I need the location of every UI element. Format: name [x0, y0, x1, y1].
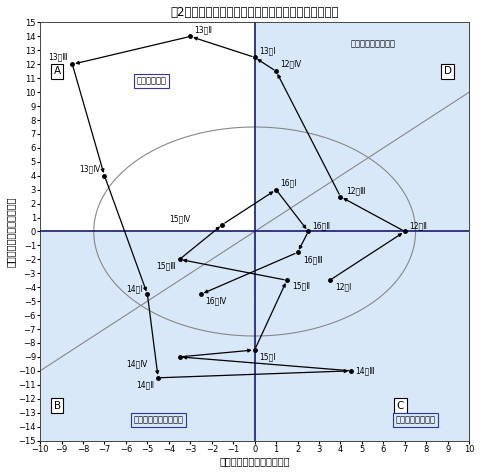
Text: 16年Ⅰ: 16年Ⅰ	[280, 178, 297, 187]
Text: 14年Ⅲ: 14年Ⅲ	[356, 366, 375, 375]
Text: 在庫調整局面: 在庫調整局面	[137, 76, 167, 85]
Text: 15年Ⅰ: 15年Ⅰ	[259, 353, 276, 362]
Text: 15年Ⅲ: 15年Ⅲ	[156, 262, 175, 271]
Text: 13年Ⅰ: 13年Ⅰ	[259, 46, 276, 55]
Text: 13年Ⅱ: 13年Ⅱ	[194, 25, 213, 34]
Text: 16年Ⅳ: 16年Ⅳ	[205, 297, 227, 306]
Y-axis label: 在庫指数前年同期比（％）: 在庫指数前年同期比（％）	[6, 196, 15, 267]
Text: 13年Ⅲ: 13年Ⅲ	[48, 53, 68, 62]
Text: 12年Ⅱ: 12年Ⅱ	[409, 221, 427, 230]
Text: A: A	[54, 66, 61, 76]
Text: 15年Ⅱ: 15年Ⅱ	[292, 281, 310, 290]
Text: B: B	[54, 401, 61, 411]
Text: 在庫積み増し局面: 在庫積み増し局面	[396, 415, 435, 424]
Text: 13年Ⅳ: 13年Ⅳ	[79, 164, 100, 173]
Text: D: D	[444, 66, 452, 76]
Text: 12年Ⅳ: 12年Ⅳ	[280, 60, 301, 69]
Text: C: C	[397, 401, 404, 411]
Text: 16年Ⅱ: 16年Ⅱ	[312, 221, 331, 230]
Text: 12年Ⅰ: 12年Ⅰ	[335, 283, 351, 292]
Text: 14年Ⅱ: 14年Ⅱ	[136, 380, 154, 389]
X-axis label: 生産指数前年同期比（％）: 生産指数前年同期比（％）	[219, 456, 290, 466]
Title: 第2図　生産・在庫の関係と在庫局面（在庫循環図）: 第2図 生産・在庫の関係と在庫局面（在庫循環図）	[170, 6, 339, 18]
Text: 15年Ⅳ: 15年Ⅳ	[169, 214, 190, 223]
Text: 14年Ⅰ: 14年Ⅰ	[127, 284, 143, 293]
Text: 16年Ⅲ: 16年Ⅲ	[303, 255, 323, 264]
Text: 意図せざる在庫波局面: 意図せざる在庫波局面	[133, 415, 183, 424]
Text: 在庫積み上がり局面: 在庫積み上がり局面	[350, 39, 395, 48]
Text: 14年Ⅳ: 14年Ⅳ	[126, 359, 147, 368]
Text: 12年Ⅲ: 12年Ⅲ	[346, 186, 365, 195]
